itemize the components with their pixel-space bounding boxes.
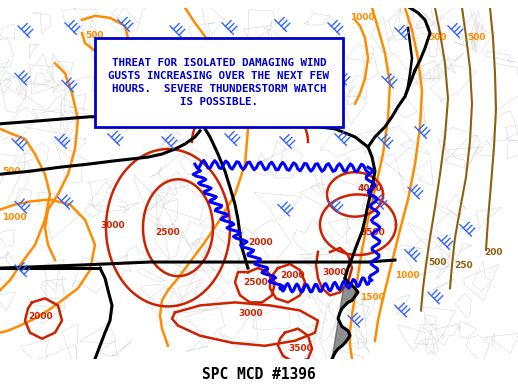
Text: 2500: 2500 bbox=[243, 278, 268, 287]
Text: 1000: 1000 bbox=[350, 13, 375, 22]
Text: 2000: 2000 bbox=[280, 271, 305, 280]
Text: 2000: 2000 bbox=[248, 238, 272, 247]
Text: SPC MCD #1396: SPC MCD #1396 bbox=[202, 367, 316, 383]
Text: 500: 500 bbox=[428, 258, 447, 267]
Text: 3500: 3500 bbox=[258, 100, 283, 109]
Text: 500: 500 bbox=[467, 33, 485, 42]
Text: 3500: 3500 bbox=[360, 228, 385, 237]
Text: 1000: 1000 bbox=[395, 271, 420, 280]
Text: 250: 250 bbox=[454, 261, 472, 270]
Text: 4000: 4000 bbox=[358, 184, 383, 193]
Polygon shape bbox=[332, 278, 358, 359]
FancyBboxPatch shape bbox=[95, 38, 343, 127]
Text: 500: 500 bbox=[85, 31, 104, 40]
Text: 500: 500 bbox=[428, 33, 447, 42]
Text: 1500: 1500 bbox=[360, 293, 385, 302]
Text: 3000: 3000 bbox=[238, 308, 263, 317]
Text: 200: 200 bbox=[484, 248, 502, 257]
Text: 1000: 1000 bbox=[2, 213, 26, 222]
Text: 3000: 3000 bbox=[322, 268, 347, 277]
Text: 2000: 2000 bbox=[28, 312, 53, 320]
Text: 2500: 2500 bbox=[155, 228, 180, 237]
Text: 3500: 3500 bbox=[288, 344, 313, 353]
Text: 3000: 3000 bbox=[100, 221, 125, 230]
Text: 500: 500 bbox=[2, 167, 21, 176]
Text: THREAT FOR ISOLATED DAMAGING WIND
GUSTS INCREASING OVER THE NEXT FEW
HOURS.  SEV: THREAT FOR ISOLATED DAMAGING WIND GUSTS … bbox=[108, 58, 329, 107]
